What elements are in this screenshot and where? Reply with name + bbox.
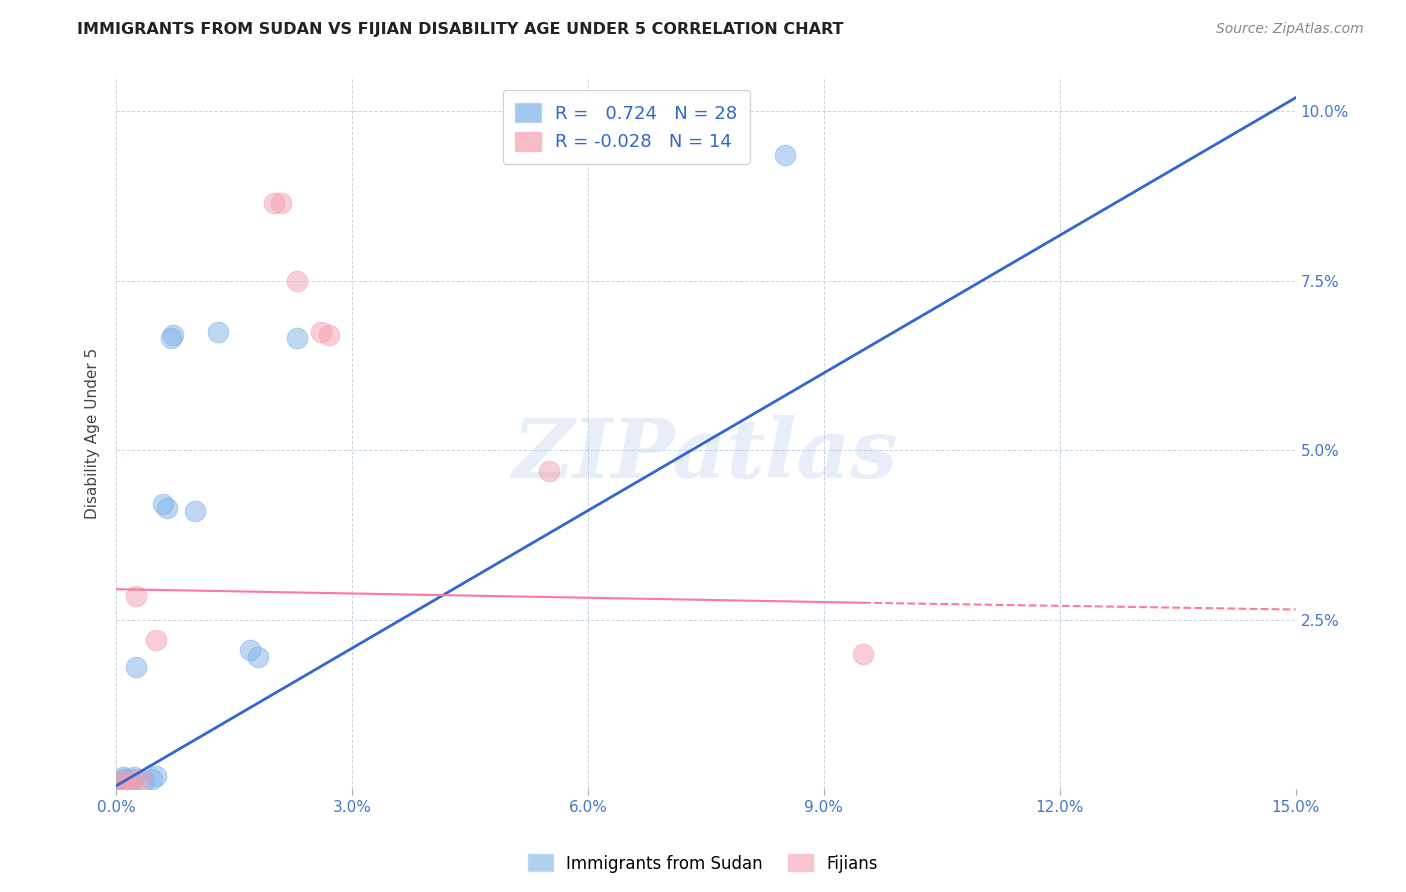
Point [125, 589, 148, 603]
Point [108, 775, 131, 789]
Legend: R =   0.724   N = 28, R = -0.028   N = 14: R = 0.724 N = 28, R = -0.028 N = 14 [503, 90, 749, 164]
Point [112, 775, 135, 789]
Point [246, 650, 269, 665]
Text: Source: ZipAtlas.com: Source: ZipAtlas.com [1216, 22, 1364, 37]
Point [114, 779, 136, 793]
Point [141, 772, 163, 786]
Point [285, 331, 308, 345]
Point [108, 777, 131, 791]
Point [117, 774, 139, 789]
Point [537, 464, 560, 478]
Legend: Immigrants from Sudan, Fijians: Immigrants from Sudan, Fijians [522, 847, 884, 880]
Point [107, 779, 129, 793]
Point [125, 660, 148, 674]
Text: ZIPatlas: ZIPatlas [513, 415, 898, 495]
Point [852, 647, 875, 661]
Point [309, 325, 332, 339]
Point [121, 772, 143, 786]
Point [112, 774, 135, 789]
Point [111, 779, 134, 793]
Point [773, 148, 796, 162]
Point [115, 777, 138, 791]
Point [122, 770, 145, 784]
Point [145, 768, 167, 782]
Point [128, 772, 150, 786]
Point [270, 195, 292, 210]
Point [112, 772, 135, 786]
Y-axis label: Disability Age Under 5: Disability Age Under 5 [86, 348, 100, 519]
Point [121, 775, 143, 789]
Point [152, 498, 174, 512]
Point [239, 643, 262, 657]
Point [110, 774, 132, 789]
Point [285, 274, 308, 288]
Point [207, 325, 229, 339]
Point [263, 195, 285, 210]
Point [160, 331, 183, 345]
Point [117, 777, 139, 791]
Point [111, 770, 134, 784]
Point [145, 633, 167, 648]
Point [162, 328, 184, 343]
Point [132, 774, 155, 789]
Point [318, 328, 340, 343]
Point [156, 500, 179, 515]
Point [184, 504, 207, 518]
Point [107, 775, 129, 789]
Text: IMMIGRANTS FROM SUDAN VS FIJIAN DISABILITY AGE UNDER 5 CORRELATION CHART: IMMIGRANTS FROM SUDAN VS FIJIAN DISABILI… [77, 22, 844, 37]
Point [120, 775, 142, 789]
